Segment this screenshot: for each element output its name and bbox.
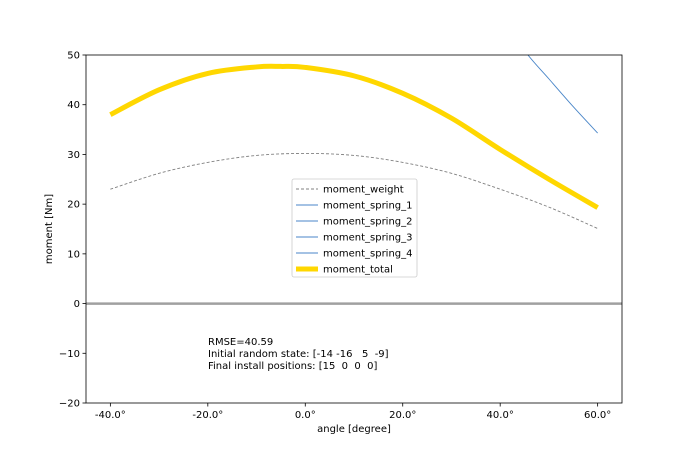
y-tick-label: 40: [67, 100, 80, 111]
y-tick-label: 0: [74, 299, 80, 310]
y-tick-label: 20: [67, 200, 80, 211]
y-tick-label: 50: [67, 51, 80, 62]
annotation-text: RMSE=40.59: [208, 337, 273, 348]
x-tick-label: 60.0°: [584, 410, 611, 421]
y-tick-label: 30: [67, 150, 80, 161]
legend-box: [291, 178, 418, 278]
plot-frame: [85, 54, 623, 404]
x-tick-label: 0.0°: [295, 410, 316, 421]
y-tick-label: −20: [59, 399, 80, 410]
y-axis-label: moment [Nm]: [44, 194, 55, 264]
series-line-moment-total: [109, 63, 599, 210]
series-line-moment-spring-1: [527, 55, 598, 134]
plot-clip-group: [86, 55, 622, 305]
x-tick-label: -40.0°: [95, 410, 126, 421]
y-tick-label: 10: [67, 249, 80, 260]
series-line-moment-weight: [110, 152, 598, 229]
x-tick-label: -20.0°: [192, 410, 223, 421]
x-tick-label: 40.0°: [487, 410, 514, 421]
x-tick-label: 20.0°: [389, 410, 416, 421]
annotation-text: Final install positions: [15 0 0 0]: [208, 361, 377, 372]
ticks-layer: -40.0° -20.0° 0.0° 20.0° 40.0° 60.0° −20 −10 0 10…: [59, 51, 611, 422]
legend-entry: moment_spring_4: [323, 249, 413, 260]
legend-entry: moment_weight: [323, 185, 404, 196]
legend-entry: moment_spring_3: [323, 233, 413, 244]
y-tick-label: −10: [59, 349, 80, 360]
x-axis-label: angle [degree]: [317, 424, 391, 435]
annotation-text: Initial random state: [-14 -16 5 -9]: [208, 349, 389, 360]
legend-entry: moment_spring_1: [323, 201, 413, 212]
legend-entry: moment_spring_2: [323, 217, 413, 228]
legend: moment_weight moment_spring_1 moment_sprin…: [291, 178, 418, 278]
legend-entry: moment_total: [323, 265, 393, 276]
series-layer: [86, 55, 622, 305]
